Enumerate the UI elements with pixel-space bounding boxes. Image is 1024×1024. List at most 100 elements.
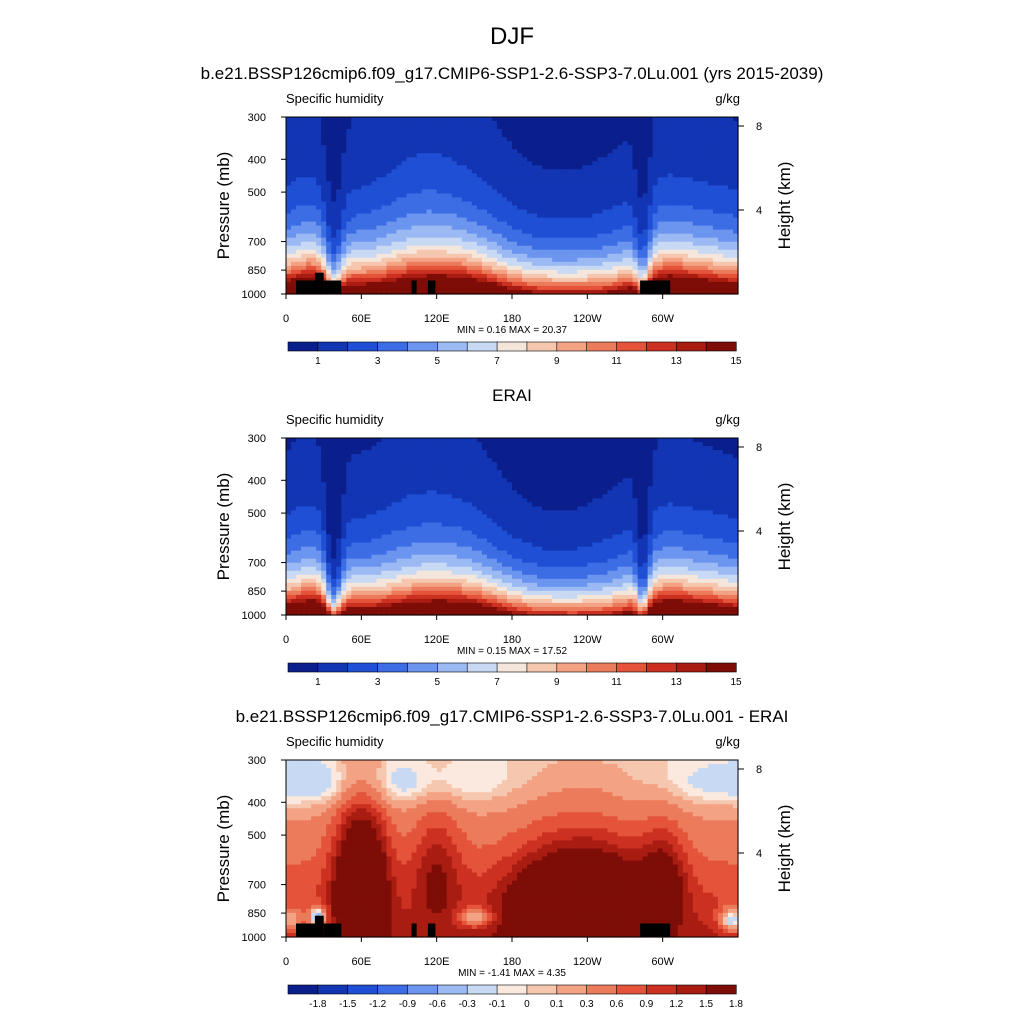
contour-cell bbox=[421, 217, 428, 223]
contour-cell bbox=[552, 458, 558, 463]
contour-cell bbox=[722, 117, 729, 122]
contour-cell bbox=[411, 153, 418, 158]
contour-cell bbox=[381, 273, 388, 279]
contour-cell bbox=[572, 462, 578, 467]
contour-cell bbox=[291, 458, 297, 463]
contour-cell bbox=[517, 193, 523, 199]
contour-cell bbox=[567, 257, 573, 263]
contour-cell bbox=[366, 289, 372, 295]
contour-cell bbox=[321, 181, 327, 186]
contour-cell bbox=[286, 277, 292, 283]
contour-cell bbox=[446, 446, 453, 451]
contour-cell bbox=[376, 269, 383, 275]
contour-cell bbox=[532, 450, 538, 455]
contour-cell bbox=[627, 125, 634, 130]
contour-cell bbox=[431, 462, 438, 467]
contour-cell bbox=[386, 205, 393, 211]
contour-cell bbox=[517, 217, 523, 223]
contour-cell bbox=[717, 474, 724, 479]
contour-cell bbox=[687, 237, 694, 243]
contour-cell bbox=[296, 446, 302, 451]
contour-cell bbox=[411, 273, 418, 279]
contour-cell bbox=[371, 233, 377, 239]
contour-cell bbox=[577, 289, 583, 295]
contour-cell bbox=[436, 125, 443, 130]
contour-cell bbox=[316, 185, 322, 191]
contour-cell bbox=[712, 289, 719, 295]
contour-cell bbox=[351, 173, 357, 178]
contour-cell bbox=[306, 117, 312, 122]
contour-cell bbox=[411, 161, 418, 166]
contour-cell bbox=[682, 221, 689, 227]
contour-cell bbox=[672, 454, 679, 459]
contour-cell bbox=[401, 466, 408, 471]
contour-cell bbox=[527, 121, 533, 126]
contour-cell bbox=[537, 157, 543, 162]
contour-cell bbox=[456, 173, 463, 178]
contour-cell bbox=[356, 153, 362, 158]
contour-cell bbox=[476, 454, 483, 459]
contour-cell bbox=[687, 157, 694, 162]
contour-cell bbox=[401, 161, 408, 166]
contour-cell bbox=[461, 446, 468, 451]
contour-cell bbox=[421, 462, 428, 467]
contour-cell bbox=[567, 273, 573, 279]
contour-cell bbox=[517, 161, 523, 166]
contour-cell bbox=[547, 165, 553, 170]
contour-cell bbox=[346, 245, 352, 251]
contour-cell bbox=[296, 169, 302, 174]
contour-cell bbox=[351, 145, 357, 150]
contour-cell bbox=[722, 133, 729, 138]
contour-cell bbox=[466, 189, 473, 195]
contour-cell bbox=[341, 177, 347, 182]
contour-cell bbox=[707, 446, 714, 451]
contour-cell bbox=[562, 261, 568, 267]
contour-cell bbox=[341, 133, 347, 138]
contour-cell bbox=[652, 217, 659, 223]
contour-cell bbox=[522, 454, 528, 459]
contour-cell bbox=[411, 466, 418, 471]
contour-cell bbox=[717, 438, 724, 443]
contour-cell bbox=[351, 125, 357, 130]
contour-cell bbox=[396, 241, 403, 247]
contour-cell bbox=[491, 161, 498, 166]
contour-cell bbox=[326, 117, 332, 122]
contour-cell bbox=[461, 189, 468, 195]
contour-cell bbox=[537, 149, 543, 154]
contour-cell bbox=[622, 446, 629, 451]
contour-cell bbox=[517, 129, 523, 134]
contour-cell bbox=[672, 261, 679, 267]
contour-cell bbox=[547, 193, 553, 199]
contour-cell bbox=[657, 129, 664, 134]
contour-cell bbox=[622, 153, 629, 158]
contour-cell bbox=[361, 273, 367, 279]
contour-cell bbox=[351, 129, 357, 134]
contour-cell bbox=[461, 233, 468, 239]
contour-cell bbox=[446, 257, 453, 263]
contour-cell bbox=[306, 185, 312, 191]
contour-cell bbox=[707, 189, 714, 195]
contour-cell bbox=[436, 253, 443, 259]
contour-cell bbox=[356, 181, 362, 186]
contour-cell bbox=[411, 470, 418, 475]
contour-cell bbox=[692, 165, 699, 170]
contour-cell bbox=[567, 201, 573, 207]
contour-cell bbox=[291, 145, 297, 150]
contour-cell bbox=[567, 221, 573, 227]
contour-cell bbox=[627, 466, 634, 471]
contour-cell bbox=[416, 462, 423, 467]
contour-cell bbox=[471, 253, 478, 259]
contour-cell bbox=[647, 217, 654, 223]
contour-cell bbox=[481, 173, 488, 178]
contour-cell bbox=[341, 458, 347, 463]
contour-cell bbox=[291, 209, 297, 215]
contour-cell bbox=[416, 125, 423, 130]
contour-cell bbox=[351, 265, 357, 271]
contour-cell bbox=[652, 450, 659, 455]
contour-cell bbox=[652, 161, 659, 166]
contour-cell bbox=[496, 257, 503, 263]
contour-cell bbox=[702, 157, 709, 162]
contour-cell bbox=[547, 458, 553, 463]
contour-cell bbox=[351, 225, 357, 231]
contour-cell bbox=[346, 221, 352, 227]
